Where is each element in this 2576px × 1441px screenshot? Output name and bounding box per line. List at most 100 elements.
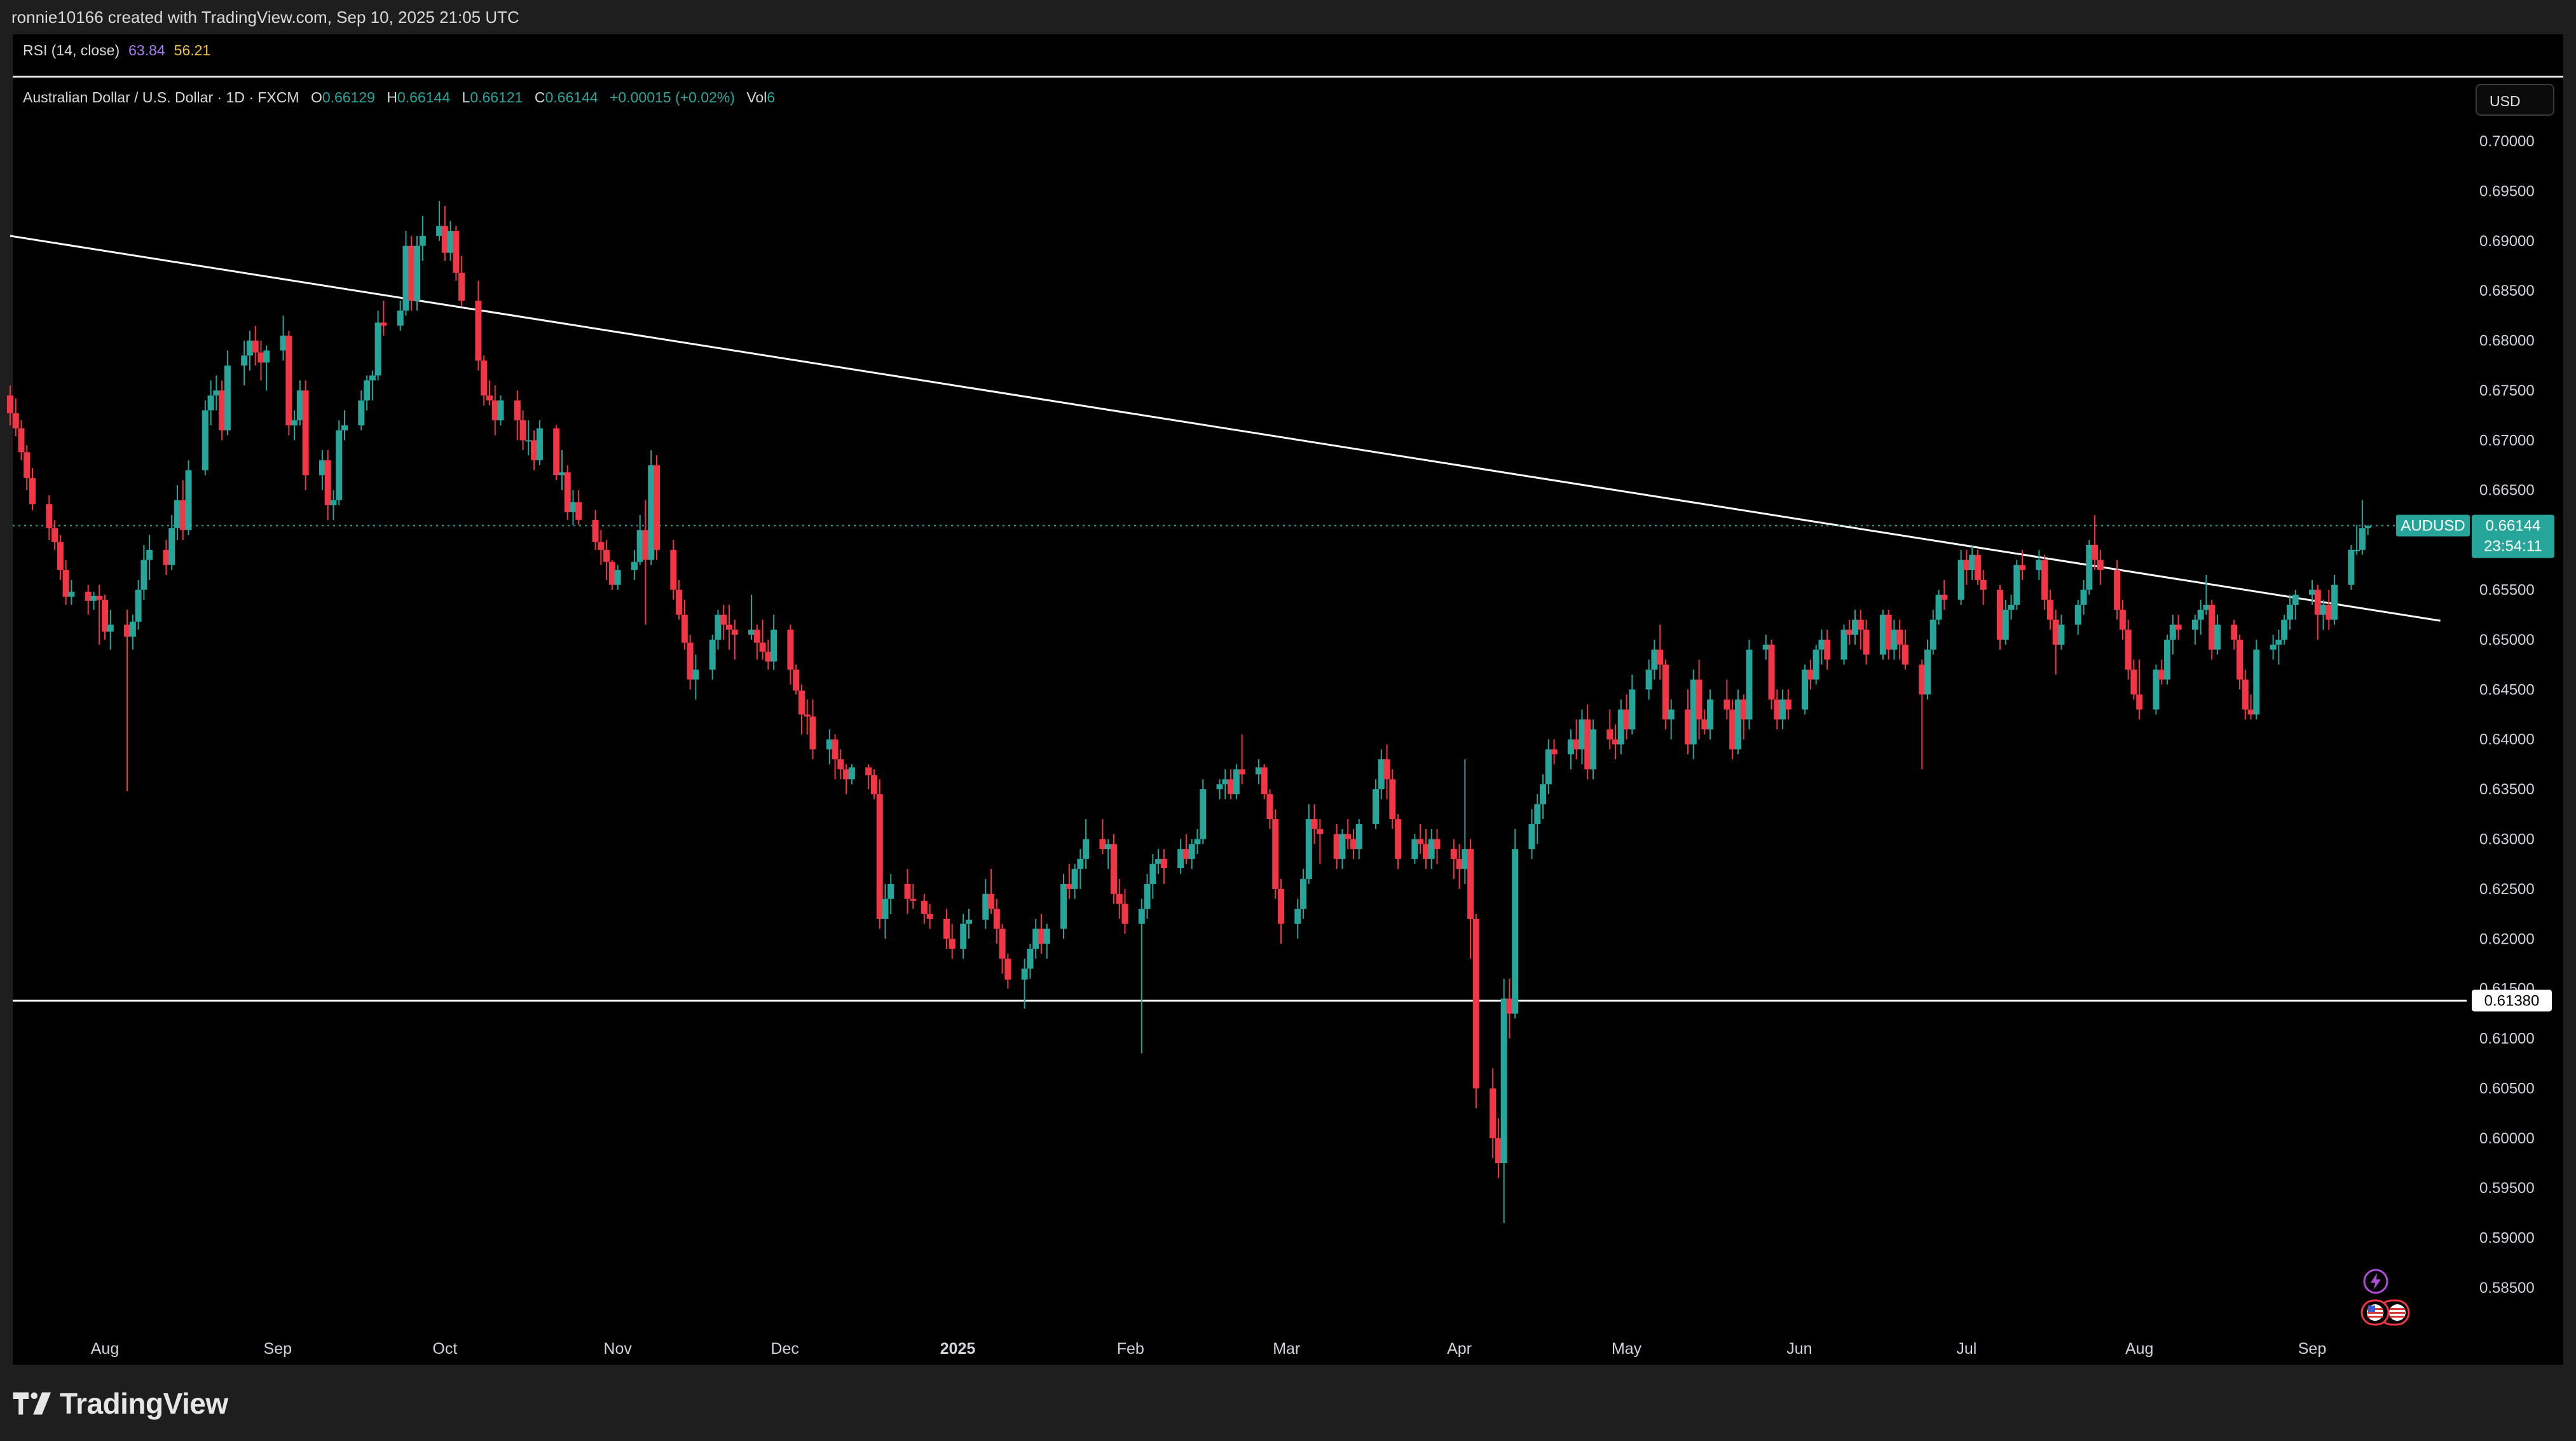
candle xyxy=(51,520,58,550)
candle xyxy=(1216,779,1223,799)
rsi-legend[interactable]: RSI (14, close) 63.84 56.21 xyxy=(23,42,210,59)
candle-body xyxy=(1450,849,1457,859)
volume-key: Vol xyxy=(746,89,767,106)
candle xyxy=(771,614,778,670)
candle xyxy=(531,430,538,471)
candle xyxy=(1467,839,1474,959)
candle xyxy=(642,500,649,625)
candle-body xyxy=(1177,849,1184,868)
candle-body xyxy=(1462,849,1469,869)
candle-body xyxy=(1701,719,1708,730)
candle xyxy=(1701,709,1708,734)
candle xyxy=(62,560,69,605)
candle xyxy=(1846,619,1853,645)
candle xyxy=(1896,619,1903,660)
candle xyxy=(1957,549,1964,605)
candle xyxy=(1573,719,1580,760)
candle xyxy=(709,635,716,680)
candle-body xyxy=(676,590,683,615)
price-tick-label: 0.70000 xyxy=(2479,133,2535,150)
candle-body xyxy=(369,375,376,381)
candle-body xyxy=(1863,630,1870,655)
candle-body xyxy=(1266,794,1273,820)
candle xyxy=(1065,864,1072,899)
candle xyxy=(1762,635,1769,660)
candle-body xyxy=(408,245,415,301)
candle xyxy=(1200,779,1207,845)
candle xyxy=(2125,619,2132,680)
price-tick-label: 0.65000 xyxy=(2479,631,2535,649)
candle xyxy=(1495,1118,1502,1178)
candle-body xyxy=(965,920,972,924)
candle xyxy=(1339,829,1346,869)
candle xyxy=(2309,579,2315,605)
candle xyxy=(224,350,231,436)
candle xyxy=(1807,659,1814,690)
candle xyxy=(1300,869,1307,919)
candle-body xyxy=(804,714,811,717)
candle xyxy=(1840,624,1847,665)
currency-selector[interactable]: USD xyxy=(2476,84,2554,116)
candle-body xyxy=(2169,624,2176,640)
candle-body xyxy=(2247,709,2254,715)
candle xyxy=(1657,624,1664,680)
candle-body xyxy=(837,759,844,769)
candle-body xyxy=(1573,739,1580,750)
candle-body xyxy=(826,739,833,750)
candle-body xyxy=(486,395,493,401)
time-tick-label: Dec xyxy=(771,1340,798,1358)
candle xyxy=(174,485,181,541)
candle xyxy=(291,410,298,441)
candle xyxy=(2086,540,2093,595)
candle-body xyxy=(12,413,19,429)
candle xyxy=(1099,819,1106,854)
candle xyxy=(943,909,950,949)
lightning-icon[interactable] xyxy=(2362,1267,2390,1295)
candle-body xyxy=(1629,689,1636,730)
candle xyxy=(96,584,103,645)
tradingview-logo-icon xyxy=(13,1392,51,1415)
candle xyxy=(1182,834,1189,864)
time-tick-label: Sep xyxy=(2298,1340,2326,1358)
candle-body xyxy=(1411,839,1418,859)
candle-body xyxy=(1812,649,1819,680)
candle xyxy=(2292,590,2299,620)
candle-body xyxy=(787,630,794,670)
candle xyxy=(570,490,577,525)
candle xyxy=(1901,630,1908,670)
candle xyxy=(1311,804,1318,845)
candle-body xyxy=(2209,605,2216,650)
tradingview-brand[interactable]: TradingView xyxy=(13,1387,228,1420)
candle-body xyxy=(709,639,716,670)
candle xyxy=(1472,914,1479,1108)
candle xyxy=(1422,829,1429,869)
candle-body xyxy=(2320,605,2327,615)
candle-body xyxy=(213,390,220,396)
candle xyxy=(453,226,460,281)
candle xyxy=(592,510,599,550)
candle-body xyxy=(999,928,1006,959)
symbol-legend[interactable]: Australian Dollar / U.S. Dollar · 1D · F… xyxy=(23,89,775,106)
candle-body xyxy=(1144,884,1151,909)
level-tag-text: 0.61380 xyxy=(2484,992,2540,1009)
candle-body xyxy=(2353,549,2360,551)
candle-body xyxy=(1294,909,1301,924)
candle-body xyxy=(715,614,722,640)
candle-body xyxy=(1896,630,1903,645)
candle xyxy=(1155,849,1162,874)
candle-body xyxy=(18,428,25,453)
candle-body xyxy=(1891,630,1898,650)
price-tick-label: 0.66500 xyxy=(2479,482,2535,499)
candle xyxy=(1294,899,1301,939)
candle-body xyxy=(2314,590,2321,615)
candle xyxy=(1350,829,1357,859)
pane-divider[interactable] xyxy=(13,76,2563,78)
candle xyxy=(848,764,855,785)
candle xyxy=(1121,888,1128,934)
time-tick-label: Oct xyxy=(432,1340,457,1358)
candle-body xyxy=(1065,884,1072,889)
us-flag-icon[interactable] xyxy=(2360,1299,2411,1326)
candle xyxy=(1746,639,1753,730)
candle-body xyxy=(2237,639,2244,680)
